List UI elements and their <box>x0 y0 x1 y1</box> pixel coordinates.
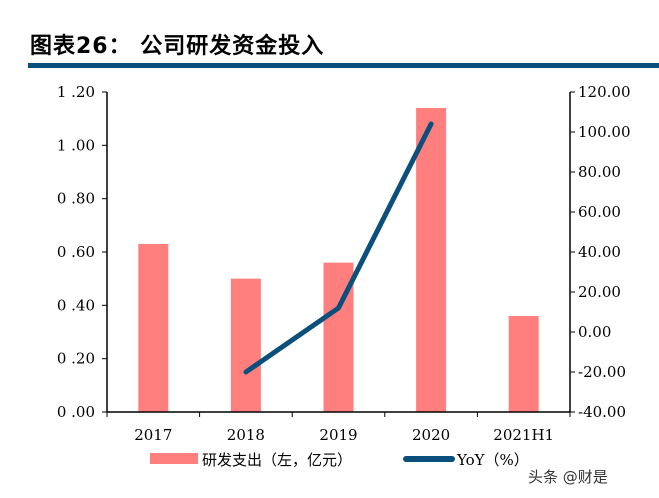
right-tick-label: 60.00 <box>578 203 621 221</box>
bar-2018 <box>230 278 261 412</box>
x-tick-label: 2020 <box>412 426 450 444</box>
right-tick-label: -40.00 <box>578 403 626 421</box>
x-tick-label: 2019 <box>319 426 357 444</box>
title-divider <box>28 63 659 68</box>
bar-2020 <box>416 108 447 412</box>
right-tick-label: 0.00 <box>578 323 611 341</box>
legend-bar-swatch <box>150 453 198 464</box>
x-tick-label: 2017 <box>134 426 172 444</box>
watermark: 头条 @财是 <box>528 468 608 486</box>
left-tick-label: 0 .60 <box>57 243 95 261</box>
left-tick-label: 0 .40 <box>57 296 95 314</box>
x-tick-label: 2021H1 <box>493 426 554 444</box>
right-tick-label: 120.00 <box>578 83 631 101</box>
chart-title: 图表26： 公司研发资金投入 <box>30 34 325 59</box>
bar-2021H1 <box>508 316 539 412</box>
left-tick-label: 1 .20 <box>57 83 95 101</box>
bar-2017 <box>138 244 169 412</box>
x-tick-label: 2018 <box>227 426 265 444</box>
right-tick-label: 100.00 <box>578 123 631 141</box>
left-tick-label: 0 .20 <box>57 350 95 368</box>
right-tick-label: 80.00 <box>578 163 621 181</box>
left-tick-label: 1 .00 <box>57 136 95 154</box>
right-tick-label: 40.00 <box>578 243 621 261</box>
left-tick-label: 0 .00 <box>57 403 95 421</box>
legend-bar-label: 研发支出（左，亿元） <box>202 451 352 469</box>
legend-line-label: YoY（%） <box>456 451 529 469</box>
right-tick-label: 20.00 <box>578 283 621 301</box>
right-tick-label: -20.00 <box>578 363 626 381</box>
left-tick-label: 0 .80 <box>57 190 95 208</box>
